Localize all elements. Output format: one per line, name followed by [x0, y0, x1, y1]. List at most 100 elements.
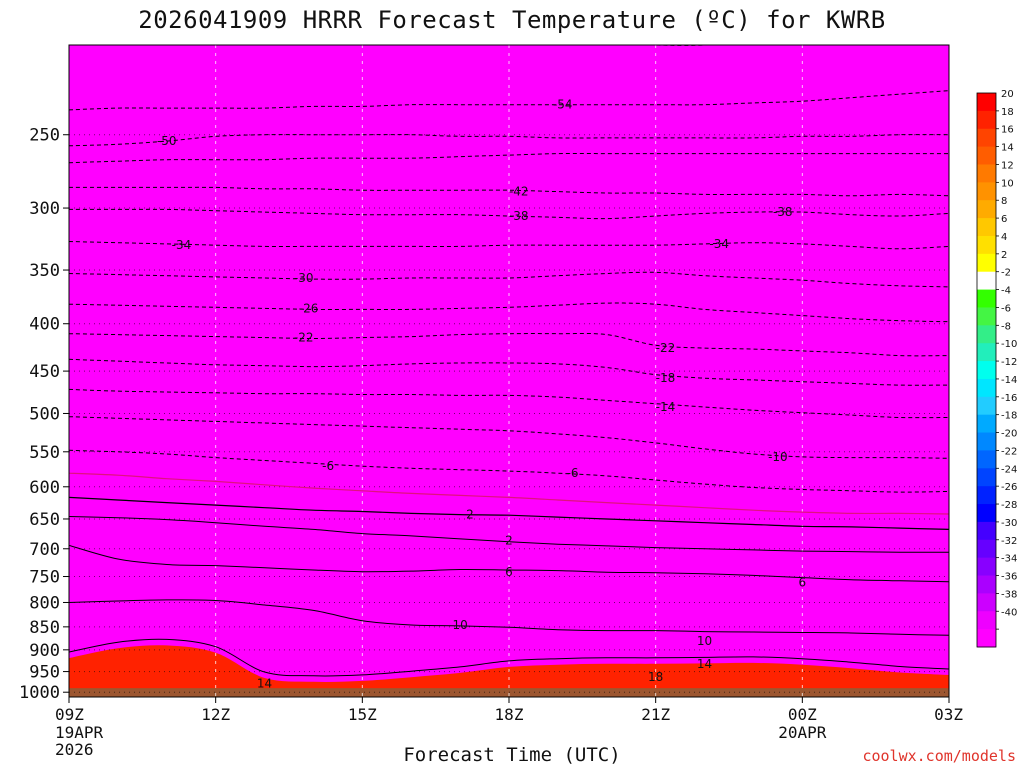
isotherm-lines — [69, 45, 949, 677]
x-tick-sublabel: 2026 — [55, 740, 94, 759]
contour-label: 6 — [799, 575, 807, 589]
colorbar-label: 20 — [1001, 89, 1014, 100]
y-tick-label: 950 — [29, 663, 60, 683]
contour-label: 14 — [697, 657, 712, 671]
contour-label: -58 — [651, 34, 671, 48]
isotherm-6 — [69, 516, 949, 553]
y-tick-label: 500 — [29, 404, 60, 424]
colorbar-swatch — [977, 271, 996, 291]
colorbar-frame — [976, 92, 997, 648]
colorbar-label: -36 — [1001, 572, 1017, 583]
colorbar-label: -34 — [1001, 554, 1017, 565]
x-axis-label: Forecast Time (UTC) — [403, 744, 621, 766]
colorbar-swatch — [977, 557, 996, 577]
colorbar-swatch — [977, 629, 996, 648]
contour-label: -34 — [172, 238, 192, 252]
colorbar-label: -20 — [1001, 429, 1017, 440]
colorbar-swatch — [977, 378, 996, 398]
colorbar-swatch — [977, 468, 996, 487]
x-tick-label: 09Z — [55, 705, 84, 724]
y-tick-label: 350 — [29, 261, 60, 281]
contour-label: -18 — [656, 371, 676, 385]
y-tick-label: 700 — [29, 540, 60, 560]
colorbar-label: -40 — [1001, 607, 1017, 618]
isotherm--58 — [641, 45, 714, 46]
colorbar-label: -4 — [1001, 286, 1011, 297]
colorbar-label: -12 — [1001, 357, 1017, 368]
isotherm--50 — [69, 134, 949, 147]
contour-label: -14 — [656, 400, 676, 414]
y-tick-label: 650 — [29, 510, 60, 530]
colorbar-label: 18 — [1001, 107, 1014, 118]
contour-label: 2 — [466, 508, 474, 522]
colorbar-label: -22 — [1001, 446, 1017, 457]
colorbar-label: 10 — [1001, 178, 1014, 189]
isotherm-10 — [69, 544, 949, 583]
contour-label: 18 — [648, 670, 663, 684]
contour-label: -6 — [322, 459, 334, 473]
colorbar-swatch — [977, 218, 996, 237]
y-tick-label: 250 — [29, 126, 60, 146]
contour-label: -38 — [773, 205, 793, 219]
x-tick-label: 00Z — [788, 705, 817, 724]
contour-label: -38 — [509, 209, 529, 223]
colorbar-label: 12 — [1001, 160, 1014, 171]
y-tick-label: 300 — [29, 199, 60, 219]
contour-label: -42 — [509, 185, 529, 199]
colorbar-label: -38 — [1001, 589, 1017, 600]
colorbar-swatch — [977, 361, 996, 380]
colorbar-swatch — [977, 253, 996, 273]
contour-label: 10 — [697, 634, 712, 648]
contour-label: 2 — [505, 534, 513, 548]
colorbar-swatch — [977, 486, 996, 505]
contour-labels: -58 -54 -50 -42 -38 -38 -34 -34 -30 -26 -22 -22 -18 -… — [157, 34, 807, 690]
y-tick-label: 600 — [29, 478, 60, 498]
colorbar-swatch — [977, 289, 996, 308]
y-tick-label: 400 — [29, 315, 60, 335]
colorbar-label: 2 — [1001, 250, 1007, 261]
y-tick-label: 450 — [29, 362, 60, 382]
contour-label: 10 — [452, 618, 467, 632]
colorbar-label: 6 — [1001, 214, 1007, 225]
chart-title: 2026041909 HRRR Forecast Temperature (ºC… — [138, 6, 886, 34]
colorbar-swatch — [977, 164, 996, 183]
y-tick-label: 850 — [29, 618, 60, 638]
colorbar-label: -14 — [1001, 375, 1017, 386]
colorbar-label: -30 — [1001, 518, 1017, 529]
x-tick-label: 21Z — [641, 705, 670, 724]
x-tick-label: 12Z — [201, 705, 230, 724]
colorbar-swatch — [977, 504, 996, 523]
x-tick-sublabel: 20APR — [778, 723, 827, 742]
contour-label: -54 — [553, 98, 573, 112]
colorbar-swatch — [977, 414, 996, 434]
colorbar-label: -32 — [1001, 536, 1017, 547]
colorbar-label: 4 — [1001, 232, 1007, 243]
contour-label: -10 — [768, 450, 788, 464]
x-tick-label: 03Z — [934, 705, 963, 724]
colorbar-swatch — [977, 200, 996, 219]
colorbar-swatch — [977, 611, 996, 630]
x-tick-label: 15Z — [348, 705, 377, 724]
credit-link[interactable]: coolwx.com/models — [862, 747, 1016, 765]
colorbar-swatch — [977, 307, 996, 326]
y-tick-label: 1000 — [19, 683, 60, 703]
band--42 — [69, 187, 949, 697]
contour-label: -6 — [567, 466, 579, 480]
colorbar-swatch — [977, 325, 996, 344]
colorbar-label: -26 — [1001, 482, 1017, 493]
colorbar-swatch — [977, 343, 996, 362]
contour-label: -30 — [294, 271, 314, 285]
colorbar-label: -18 — [1001, 411, 1017, 422]
colorbar-swatch — [977, 182, 996, 201]
y-tick-label: 750 — [29, 568, 60, 588]
colorbar-label: -16 — [1001, 393, 1017, 404]
contour-label: -50 — [157, 134, 177, 148]
y-tick-label: 800 — [29, 593, 60, 613]
contour-label: -26 — [299, 301, 319, 315]
contour-label: 6 — [505, 565, 513, 579]
colorbar-swatch — [977, 432, 996, 451]
y-tick-label: 550 — [29, 443, 60, 463]
colorbar-label: -2 — [1001, 268, 1011, 279]
contour-label: -34 — [709, 237, 729, 251]
